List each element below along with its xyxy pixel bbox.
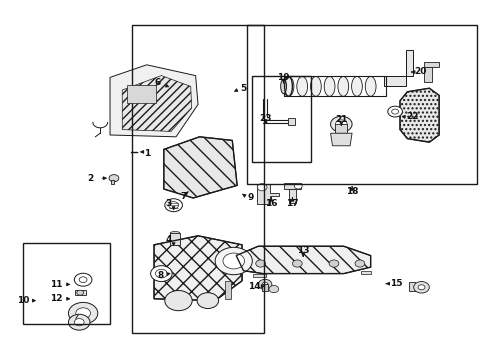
Ellipse shape — [170, 231, 180, 235]
Circle shape — [168, 202, 178, 209]
Circle shape — [150, 266, 172, 282]
Polygon shape — [383, 50, 412, 86]
Ellipse shape — [296, 77, 307, 96]
Polygon shape — [154, 236, 242, 301]
Ellipse shape — [365, 77, 375, 96]
Bar — [424, 67, 431, 82]
Bar — [251, 76, 310, 162]
Bar — [283, 76, 386, 96]
Text: 23: 23 — [258, 114, 271, 123]
Circle shape — [391, 109, 398, 114]
Bar — [110, 180, 114, 184]
Ellipse shape — [324, 77, 334, 96]
Text: 10: 10 — [17, 296, 30, 305]
Circle shape — [328, 260, 338, 267]
Bar — [287, 118, 294, 125]
Text: 9: 9 — [246, 194, 253, 202]
Circle shape — [164, 199, 182, 212]
Circle shape — [257, 184, 266, 191]
Polygon shape — [236, 246, 370, 274]
Polygon shape — [257, 184, 278, 204]
Polygon shape — [110, 65, 198, 137]
Circle shape — [215, 247, 252, 275]
Text: 8: 8 — [157, 271, 163, 280]
Bar — [408, 282, 414, 291]
Circle shape — [109, 175, 119, 182]
Bar — [23, 243, 110, 324]
Ellipse shape — [310, 77, 321, 96]
Bar — [170, 233, 180, 245]
Text: 12: 12 — [50, 294, 62, 303]
Ellipse shape — [170, 243, 180, 247]
Circle shape — [255, 260, 265, 267]
Text: 16: 16 — [264, 199, 277, 208]
Ellipse shape — [337, 77, 348, 96]
Bar — [335, 124, 346, 133]
Polygon shape — [399, 88, 438, 142]
Text: 6: 6 — [154, 78, 160, 87]
Circle shape — [330, 116, 351, 132]
Polygon shape — [163, 137, 237, 198]
Text: 14: 14 — [247, 282, 260, 291]
Circle shape — [292, 260, 302, 267]
Circle shape — [68, 302, 98, 324]
Ellipse shape — [280, 79, 286, 94]
Bar — [288, 189, 296, 203]
Circle shape — [74, 273, 92, 286]
Text: 15: 15 — [389, 279, 402, 288]
Circle shape — [335, 120, 346, 129]
Bar — [424, 62, 438, 67]
Circle shape — [294, 183, 302, 189]
Text: 7: 7 — [180, 192, 186, 201]
Circle shape — [68, 314, 90, 330]
Ellipse shape — [283, 77, 293, 96]
Bar — [283, 183, 301, 189]
Text: 22: 22 — [405, 112, 418, 121]
Text: 20: 20 — [413, 68, 426, 77]
Bar — [127, 85, 156, 103]
Circle shape — [155, 269, 167, 278]
Text: 4: 4 — [165, 235, 172, 244]
Polygon shape — [330, 133, 351, 146]
Text: 19: 19 — [277, 73, 289, 82]
Circle shape — [197, 293, 218, 309]
Bar — [75, 290, 85, 295]
Circle shape — [77, 290, 83, 295]
Text: 5: 5 — [240, 84, 246, 93]
Text: 21: 21 — [334, 115, 347, 124]
Bar — [246, 25, 476, 184]
Bar — [262, 284, 267, 291]
Circle shape — [79, 277, 87, 283]
Circle shape — [413, 282, 428, 293]
Bar — [253, 274, 265, 277]
Text: 18: 18 — [345, 187, 358, 196]
Text: 3: 3 — [165, 199, 171, 208]
Circle shape — [387, 106, 402, 117]
Circle shape — [76, 308, 90, 319]
Text: 13: 13 — [296, 246, 309, 255]
Circle shape — [164, 291, 192, 311]
Circle shape — [74, 319, 84, 326]
Ellipse shape — [351, 77, 362, 96]
Circle shape — [223, 253, 244, 269]
Text: 1: 1 — [143, 149, 149, 158]
Circle shape — [268, 285, 278, 293]
Bar — [132, 25, 264, 333]
Bar — [360, 271, 370, 274]
Polygon shape — [122, 76, 191, 131]
Circle shape — [417, 285, 424, 290]
Text: 11: 11 — [50, 280, 62, 289]
Text: 2: 2 — [87, 174, 93, 183]
Circle shape — [262, 282, 267, 287]
Circle shape — [258, 279, 271, 289]
Bar — [224, 281, 230, 299]
Circle shape — [354, 260, 364, 267]
Text: 17: 17 — [285, 199, 298, 208]
